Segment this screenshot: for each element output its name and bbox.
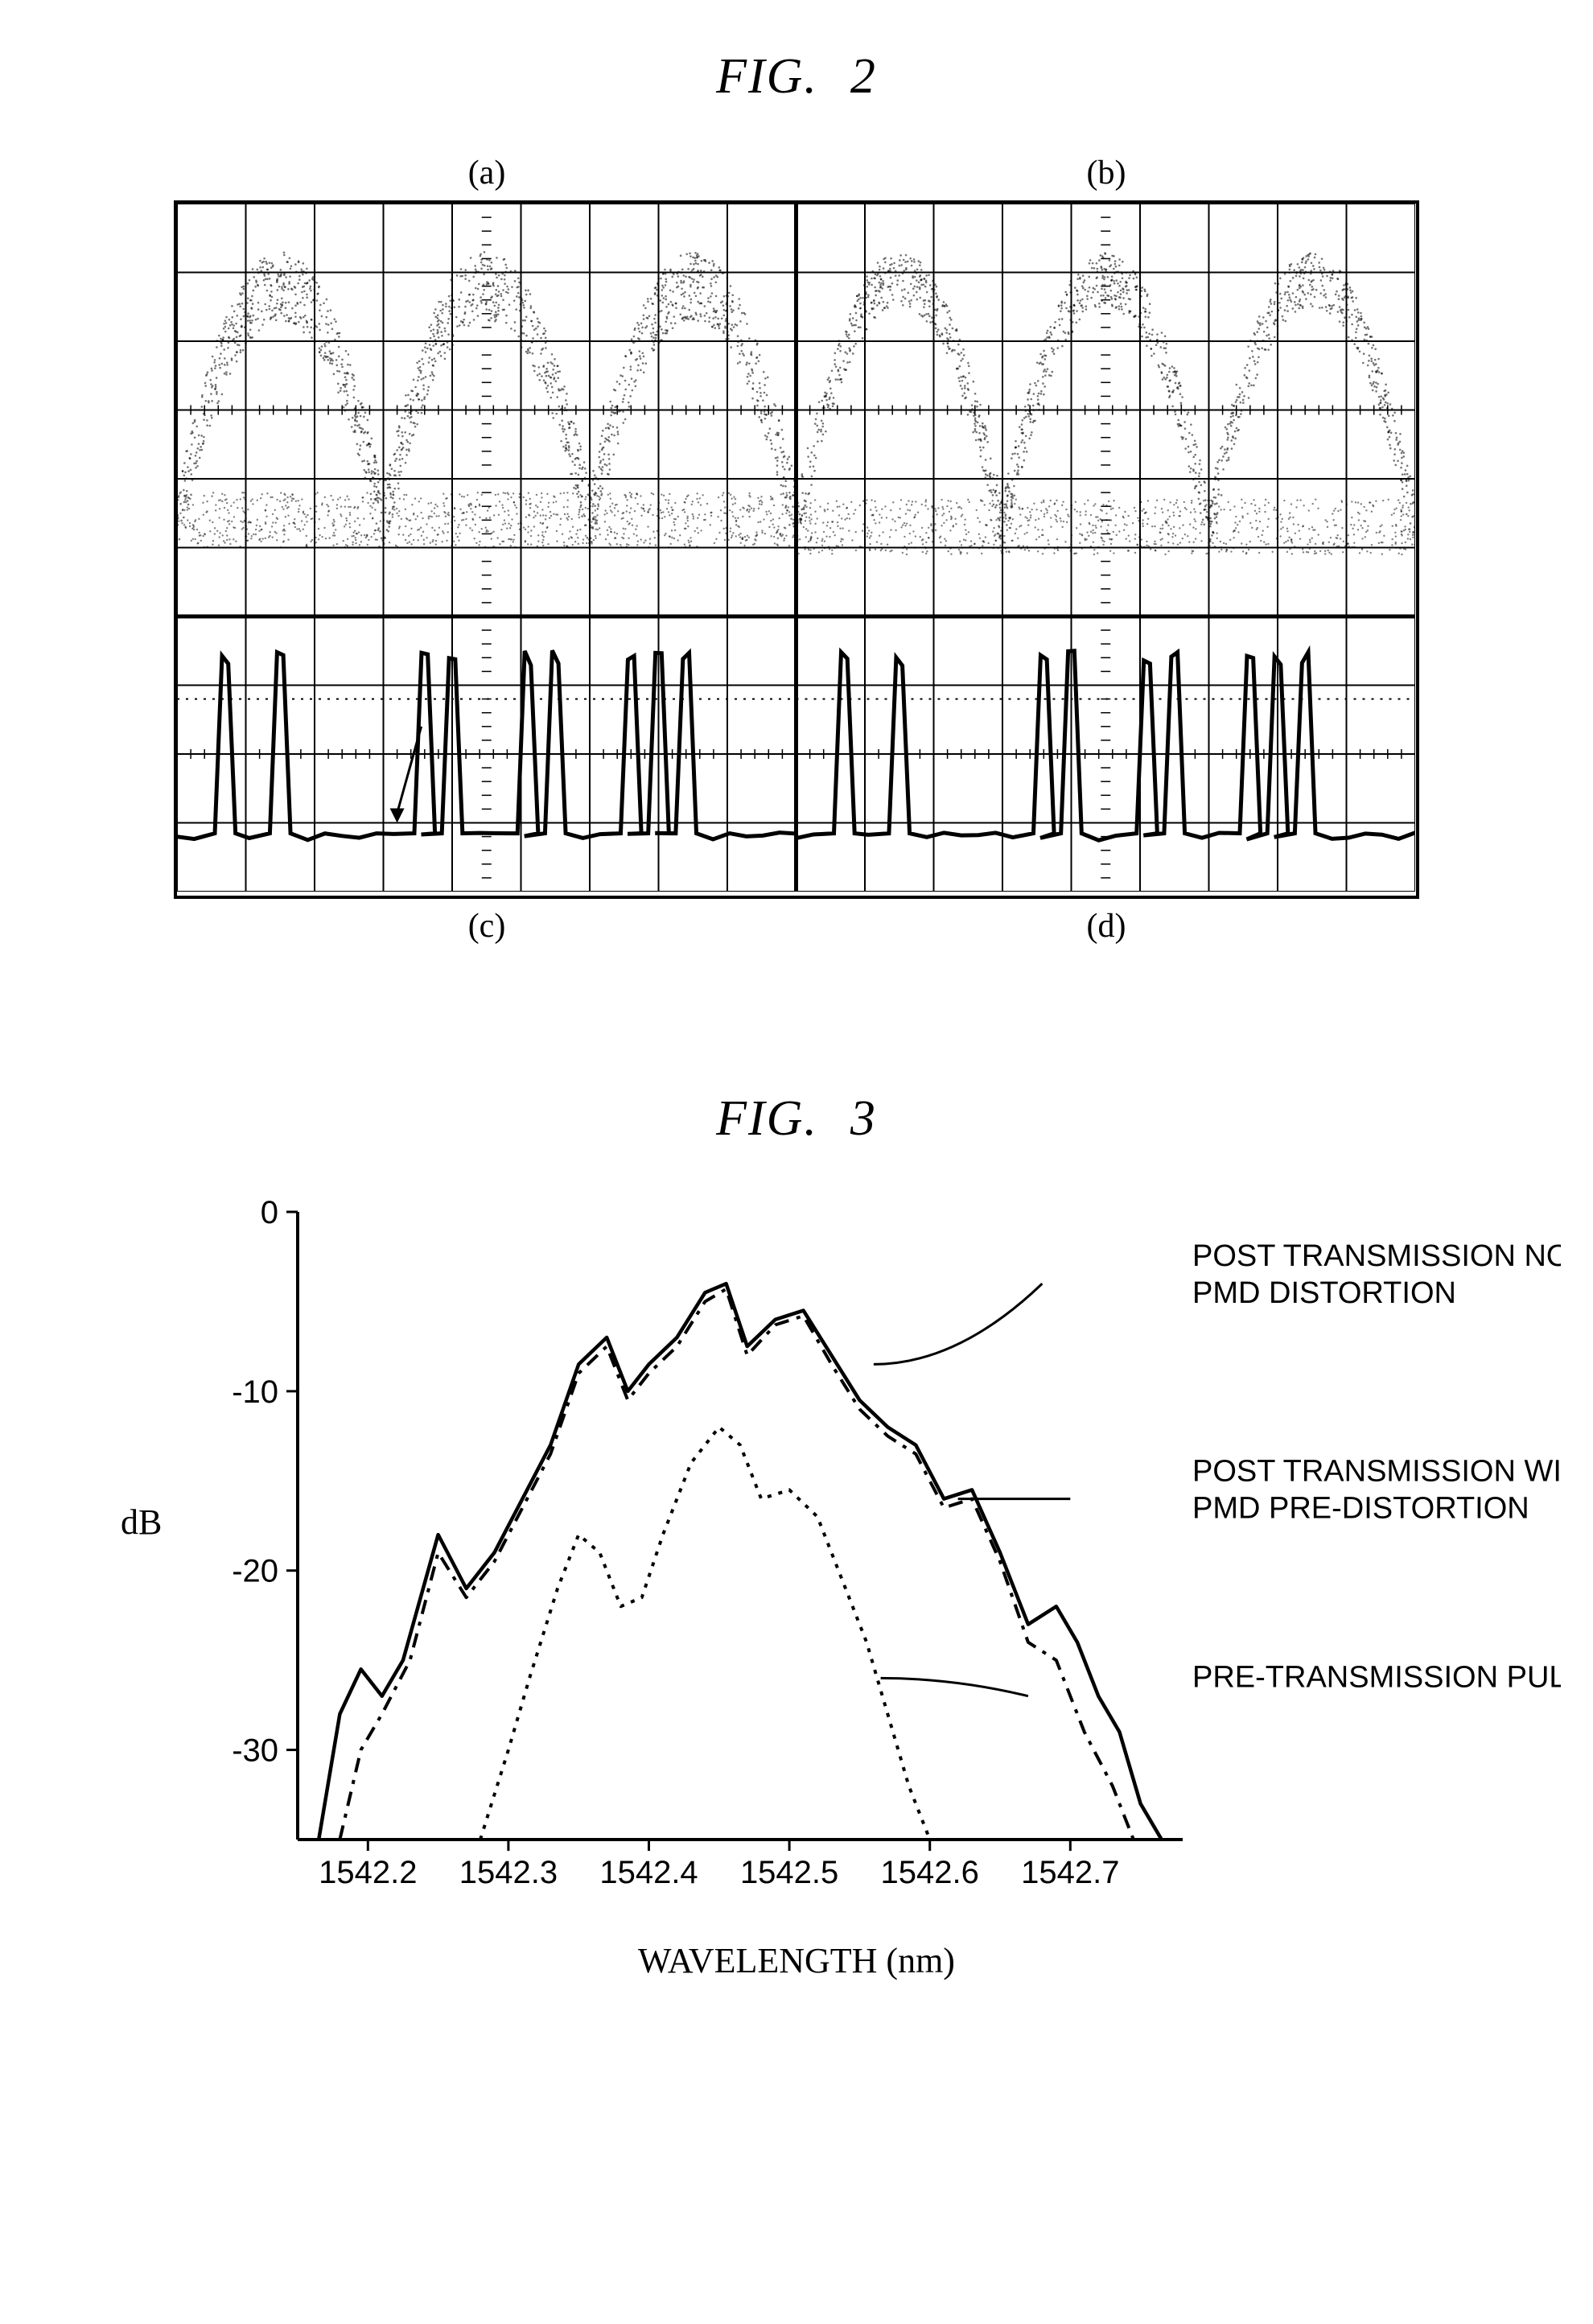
fig2-top-labels: (a) (b)	[177, 154, 1416, 192]
fig3-svg: 0-10-20-301542.21542.31542.41542.51542.6…	[209, 1196, 1561, 1904]
fig2-label-d: (d)	[796, 907, 1416, 946]
fig2-title-number: 2	[850, 49, 877, 104]
figure-3: FIG. 3 dB 0-10-20-301542.21542.31542.4154…	[32, 1090, 1561, 1981]
fig3-ylabel: dB	[121, 1502, 162, 1543]
fig3-container: dB 0-10-20-301542.21542.31542.41542.5154…	[113, 1196, 1480, 1981]
fig2-title-prefix: FIG.	[716, 49, 818, 104]
fig3-xlabel: WAVELENGTH (nm)	[113, 1940, 1480, 1981]
fig2-bottom-labels: (c) (d)	[177, 907, 1416, 946]
fig2-label-b: (b)	[796, 154, 1416, 192]
figure-3-title: FIG. 3	[32, 1090, 1561, 1148]
fig2-panels	[174, 200, 1419, 899]
fig2-svg	[177, 204, 1415, 892]
fig3-title-number: 3	[850, 1091, 877, 1146]
figure-2: FIG. 2 (a) (b) (c) (d)	[32, 48, 1561, 946]
fig3-plot-area: 0-10-20-301542.21542.31542.41542.51542.6…	[209, 1196, 1480, 1908]
fig3-title-prefix: FIG.	[716, 1091, 818, 1146]
fig2-label-a: (a)	[177, 154, 796, 192]
fig2-label-c: (c)	[177, 907, 796, 946]
figure-2-title: FIG. 2	[32, 48, 1561, 105]
